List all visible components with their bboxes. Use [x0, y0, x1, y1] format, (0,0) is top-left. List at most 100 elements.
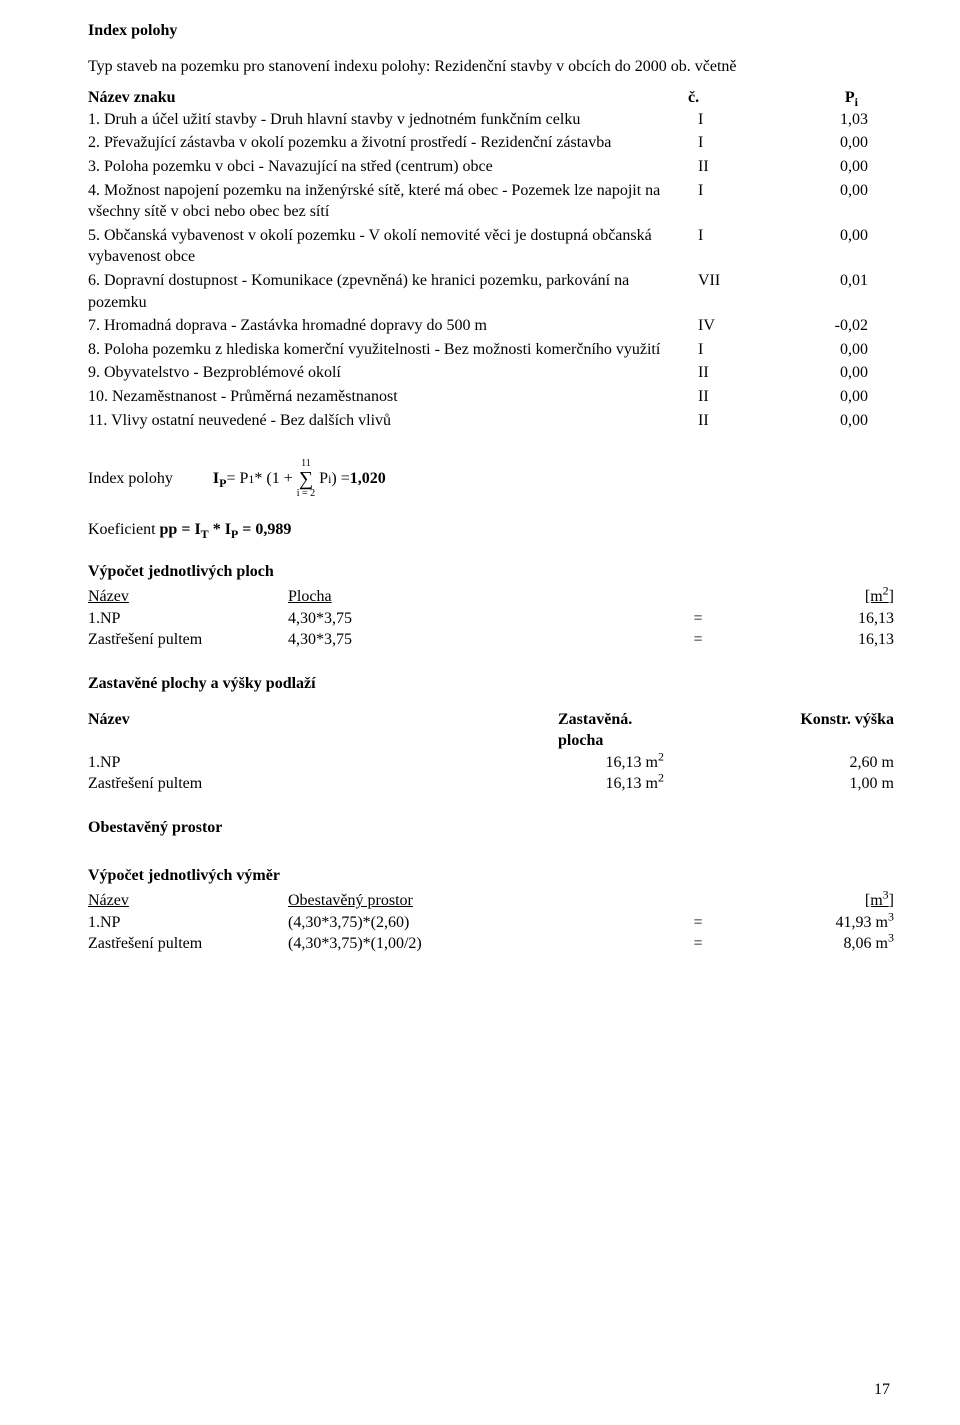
ploch-table: Název Plocha [m2] 1.NP 4,30*3,75 = 16,13… — [88, 586, 894, 651]
index-formula: Index polohy IP = P1 * (1 + 11 ∑ i = 2 P… — [88, 459, 894, 499]
formula-eq: = P — [226, 468, 248, 490]
sigma-icon: 11 ∑ i = 2 — [297, 459, 315, 499]
cell-sup: 3 — [888, 931, 894, 945]
table-row: 1.NP 16,13 m2 2,60 m — [88, 752, 894, 774]
item-text: 5. Občanská vybavenost v okolí pozemku -… — [88, 225, 698, 268]
cell: 4,30*3,75 — [288, 629, 648, 651]
ploch-title: Výpočet jednotlivých ploch — [88, 561, 894, 583]
zast-hdr-b2: plocha — [558, 730, 738, 752]
hdr-pi-base: P — [845, 89, 855, 106]
intro-text: Typ staveb na pozemku pro stanovení inde… — [88, 56, 894, 78]
item-p: -0,02 — [778, 315, 868, 337]
item-p: 0,00 — [778, 339, 868, 361]
item-c: I — [698, 225, 778, 247]
item-text: 9. Obyvatelstvo - Bezproblémové okolí — [88, 362, 698, 384]
item-p: 0,00 — [778, 180, 868, 202]
hdr-pi-sub: i — [855, 95, 858, 109]
hdr-nazev: Název znaku — [88, 87, 688, 109]
cell: (4,30*3,75)*(2,60) — [288, 912, 648, 934]
item-p: 0,00 — [778, 386, 868, 408]
zast-hdr-c: Konstr. výška — [738, 709, 894, 752]
page-title: Index polohy — [88, 20, 894, 42]
obest-title: Obestavěný prostor — [88, 817, 894, 839]
criteria-header: Název znaku č. Pi — [88, 87, 894, 109]
sigma-symbol: ∑ — [299, 469, 313, 489]
item-text: 4. Možnost napojení pozemku na inženýrsk… — [88, 180, 698, 223]
table-row: Zastřešení pultem (4,30*3,75)*(1,00/2) =… — [88, 933, 894, 955]
zast-header: Název Zastavěná. plocha Konstr. výška — [88, 709, 894, 752]
zast-title: Zastavěné plochy a výšky podlaží — [88, 673, 894, 695]
item-c: I — [698, 339, 778, 361]
list-item: 10. Nezaměstnanost - Průměrná nezaměstna… — [88, 386, 894, 408]
cell: 2,60 m — [744, 752, 894, 774]
item-text: 8. Poloha pozemku z hlediska komerční vy… — [88, 339, 698, 361]
cell: 1,00 m — [744, 773, 894, 795]
hdr-c: č. — [688, 87, 768, 109]
cell: 16,13 m2 — [508, 773, 744, 795]
list-item: 1. Druh a účel užití stavby - Druh hlavn… — [88, 109, 894, 131]
cell-val: 16,13 m — [606, 775, 658, 792]
koeficient-line: Koeficient pp = IT * IP = 0,989 — [88, 519, 894, 541]
cell: 41,93 m3 — [748, 912, 894, 934]
item-c: I — [698, 180, 778, 202]
cell: = — [648, 608, 748, 630]
list-item: 9. Obyvatelstvo - Bezproblémové okolí II… — [88, 362, 894, 384]
vymer-header: Název Obestavěný prostor [m3] — [88, 890, 894, 912]
formula-close: ) = — [331, 468, 349, 490]
item-text: 3. Poloha pozemku v obci - Navazující na… — [88, 156, 698, 178]
item-c: VII — [698, 270, 778, 292]
ploch-header: Název Plocha [m2] — [88, 586, 894, 608]
item-c: I — [698, 109, 778, 131]
item-text: 10. Nezaměstnanost - Průměrná nezaměstna… — [88, 386, 698, 408]
item-c: II — [698, 156, 778, 178]
item-text: 2. Převažující zástavba v okolí pozemku … — [88, 132, 698, 154]
cell-sup: 2 — [658, 750, 664, 764]
koef-label: Koeficient — [88, 521, 160, 538]
list-item: 2. Převažující zástavba v okolí pozemku … — [88, 132, 894, 154]
cell-val: 41,93 m — [836, 914, 888, 931]
item-p: 0,00 — [778, 225, 868, 247]
hdr-pi: Pi — [768, 87, 858, 109]
list-item: 7. Hromadná doprava - Zastávka hromadné … — [88, 315, 894, 337]
cell-val: 16,13 m — [606, 754, 658, 771]
item-p: 0,00 — [778, 362, 868, 384]
koef-t-sub: T — [201, 527, 209, 541]
vymer-table: Název Obestavěný prostor [m3] 1.NP (4,30… — [88, 890, 894, 955]
cell: 1.NP — [88, 608, 288, 630]
formula-result: 1,020 — [350, 468, 386, 490]
cell: 16,13 — [748, 629, 894, 651]
list-item: 8. Poloha pozemku z hlediska komerční vy… — [88, 339, 894, 361]
item-c: II — [698, 410, 778, 432]
item-c: II — [698, 386, 778, 408]
cell: Zastřešení pultem — [88, 629, 288, 651]
cell-val: 8,06 m — [844, 935, 888, 952]
cell-sup: 3 — [888, 909, 894, 923]
list-item: 5. Občanská vybavenost v okolí pozemku -… — [88, 225, 894, 268]
table-row: Zastřešení pultem 4,30*3,75 = 16,13 — [88, 629, 894, 651]
cell: Zastřešení pultem — [88, 933, 288, 955]
item-c: IV — [698, 315, 778, 337]
item-p: 1,03 — [778, 109, 868, 131]
cell: = — [648, 629, 748, 651]
table-row: 1.NP 4,30*3,75 = 16,13 — [88, 608, 894, 630]
sigma-bottom: i = 2 — [297, 489, 315, 499]
ip-sub: P — [219, 476, 226, 490]
vymer-hdr-c: [m3] — [748, 890, 894, 912]
item-text: 1. Druh a účel užití stavby - Druh hlavn… — [88, 109, 698, 131]
list-item: 4. Možnost napojení pozemku na inženýrsk… — [88, 180, 894, 223]
zast-hdr-a: Název — [88, 709, 558, 752]
ploch-hdr-a: Název — [88, 586, 288, 608]
table-row: 1.NP (4,30*3,75)*(2,60) = 41,93 m3 — [88, 912, 894, 934]
item-text: 7. Hromadná doprava - Zastávka hromadné … — [88, 315, 698, 337]
koef-eq: = 0,989 — [238, 521, 291, 538]
formula-mul-open: * (1 + — [254, 468, 292, 490]
list-item: 11. Vlivy ostatní neuvedené - Bez dalšíc… — [88, 410, 894, 432]
cell: 16,13 m2 — [508, 752, 744, 774]
vymer-title: Výpočet jednotlivých výměr — [88, 865, 894, 887]
ploch-hdr-c-post: ] — [889, 588, 894, 605]
item-text: 6. Dopravní dostupnost - Komunikace (zpe… — [88, 270, 698, 313]
vymer-hdr-c-pre: [m — [865, 892, 883, 909]
zast-hdr-b1: Zastavěná. — [558, 709, 738, 731]
list-item: 3. Poloha pozemku v obci - Navazující na… — [88, 156, 894, 178]
item-p: 0,00 — [778, 132, 868, 154]
